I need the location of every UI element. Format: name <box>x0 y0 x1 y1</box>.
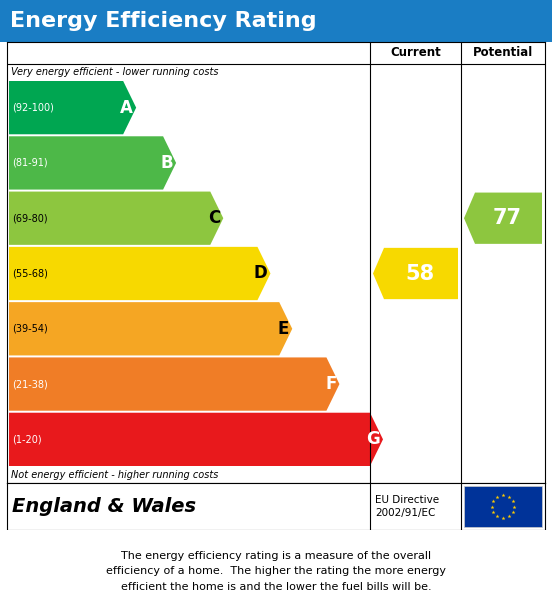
Polygon shape <box>9 302 292 356</box>
Text: A: A <box>120 99 133 116</box>
Polygon shape <box>373 248 458 299</box>
Text: (69-80): (69-80) <box>12 213 47 223</box>
Text: (21-38): (21-38) <box>12 379 48 389</box>
Polygon shape <box>9 247 270 300</box>
Text: EU Directive
2002/91/EC: EU Directive 2002/91/EC <box>375 495 439 518</box>
Text: (55-68): (55-68) <box>12 268 48 278</box>
Text: Energy Efficiency Rating: Energy Efficiency Rating <box>10 11 317 31</box>
Bar <box>464 486 542 527</box>
Text: (1-20): (1-20) <box>12 435 41 444</box>
Polygon shape <box>9 136 176 189</box>
Text: C: C <box>208 209 220 227</box>
Polygon shape <box>9 413 383 466</box>
Text: The energy efficiency rating is a measure of the overall
efficiency of a home.  : The energy efficiency rating is a measur… <box>106 551 446 592</box>
Text: 58: 58 <box>405 264 434 283</box>
Text: D: D <box>254 264 268 283</box>
Text: B: B <box>161 154 173 172</box>
Text: Not energy efficient - higher running costs: Not energy efficient - higher running co… <box>11 470 219 480</box>
Text: (81-91): (81-91) <box>12 158 47 168</box>
Text: F: F <box>325 375 336 393</box>
Text: Current: Current <box>390 47 441 59</box>
Polygon shape <box>9 192 223 245</box>
Text: Very energy efficient - lower running costs: Very energy efficient - lower running co… <box>11 67 219 77</box>
Polygon shape <box>9 357 339 411</box>
Text: E: E <box>278 320 289 338</box>
Text: 77: 77 <box>492 208 522 228</box>
Text: Potential: Potential <box>473 47 533 59</box>
Text: (39-54): (39-54) <box>12 324 48 334</box>
Polygon shape <box>464 192 542 244</box>
Text: G: G <box>366 430 380 448</box>
Text: (92-100): (92-100) <box>12 102 54 113</box>
Text: England & Wales: England & Wales <box>12 497 196 516</box>
Polygon shape <box>9 81 136 134</box>
